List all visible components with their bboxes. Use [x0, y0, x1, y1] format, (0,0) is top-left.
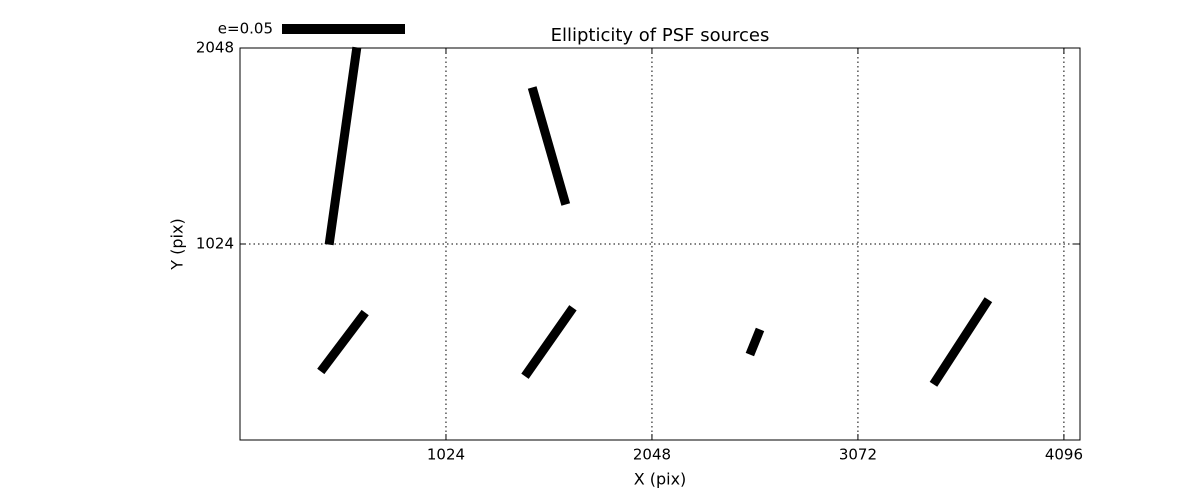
y-axis-label: Y (pix) [168, 218, 187, 270]
y-tick-label: 2048 [196, 39, 234, 57]
x-tick-label: 2048 [633, 446, 671, 464]
plot-frame [239, 47, 1081, 441]
whisker [745, 327, 765, 357]
whisker [527, 86, 571, 206]
whisker [521, 305, 577, 379]
key-bar [282, 24, 405, 34]
key-label: e=0.05 [218, 20, 273, 38]
whisker [929, 297, 993, 387]
whisker [317, 309, 369, 375]
x-tick-label: 4096 [1045, 446, 1083, 464]
x-axis-label: X (pix) [634, 470, 687, 489]
x-tick-label: 3072 [839, 446, 877, 464]
y-tick-label: 1024 [196, 235, 234, 253]
chart-title: Ellipticity of PSF sources [551, 25, 770, 46]
x-tick-label: 1024 [427, 446, 465, 464]
whisker [324, 46, 362, 246]
